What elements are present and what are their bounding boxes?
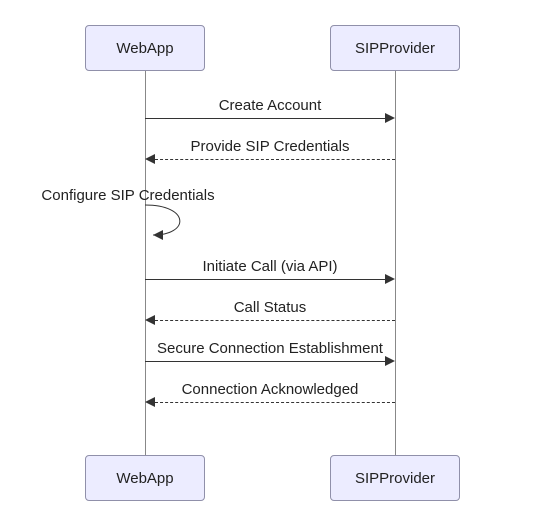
arrowhead-icon: [385, 356, 395, 366]
arrow-create-account: [145, 118, 385, 119]
actor-label: WebApp: [116, 470, 173, 487]
msg-label-call-status: Call Status: [234, 299, 307, 316]
arrow-initiate-call: [145, 279, 385, 280]
lifeline-sipprovider: [395, 71, 396, 455]
actor-sipprovider-bottom: SIPProvider: [330, 455, 460, 501]
arrowhead-icon: [145, 397, 155, 407]
arrow-call-status: [155, 320, 395, 321]
actor-webapp-top: WebApp: [85, 25, 205, 71]
msg-label-create-account: Create Account: [219, 97, 322, 114]
msg-label-configure-creds: Configure SIP Credentials: [41, 187, 214, 204]
msg-label-conn-ack: Connection Acknowledged: [182, 381, 359, 398]
arrowhead-icon: [385, 274, 395, 284]
msg-label-provide-creds: Provide SIP Credentials: [191, 138, 350, 155]
msg-label-initiate-call: Initiate Call (via API): [202, 258, 337, 275]
sequence-diagram: WebApp SIPProvider Create Account Provid…: [0, 0, 544, 523]
msg-label-secure-conn: Secure Connection Establishment: [157, 340, 383, 357]
arrowhead-icon: [145, 154, 155, 164]
actor-label: WebApp: [116, 40, 173, 57]
actor-label: SIPProvider: [355, 470, 435, 487]
actor-label: SIPProvider: [355, 40, 435, 57]
actor-sipprovider-top: SIPProvider: [330, 25, 460, 71]
arrow-conn-ack: [155, 402, 395, 403]
arrowhead-icon: [145, 315, 155, 325]
arrowhead-icon: [385, 113, 395, 123]
arrow-provide-creds: [155, 159, 395, 160]
arrow-secure-conn: [145, 361, 385, 362]
actor-webapp-bottom: WebApp: [85, 455, 205, 501]
